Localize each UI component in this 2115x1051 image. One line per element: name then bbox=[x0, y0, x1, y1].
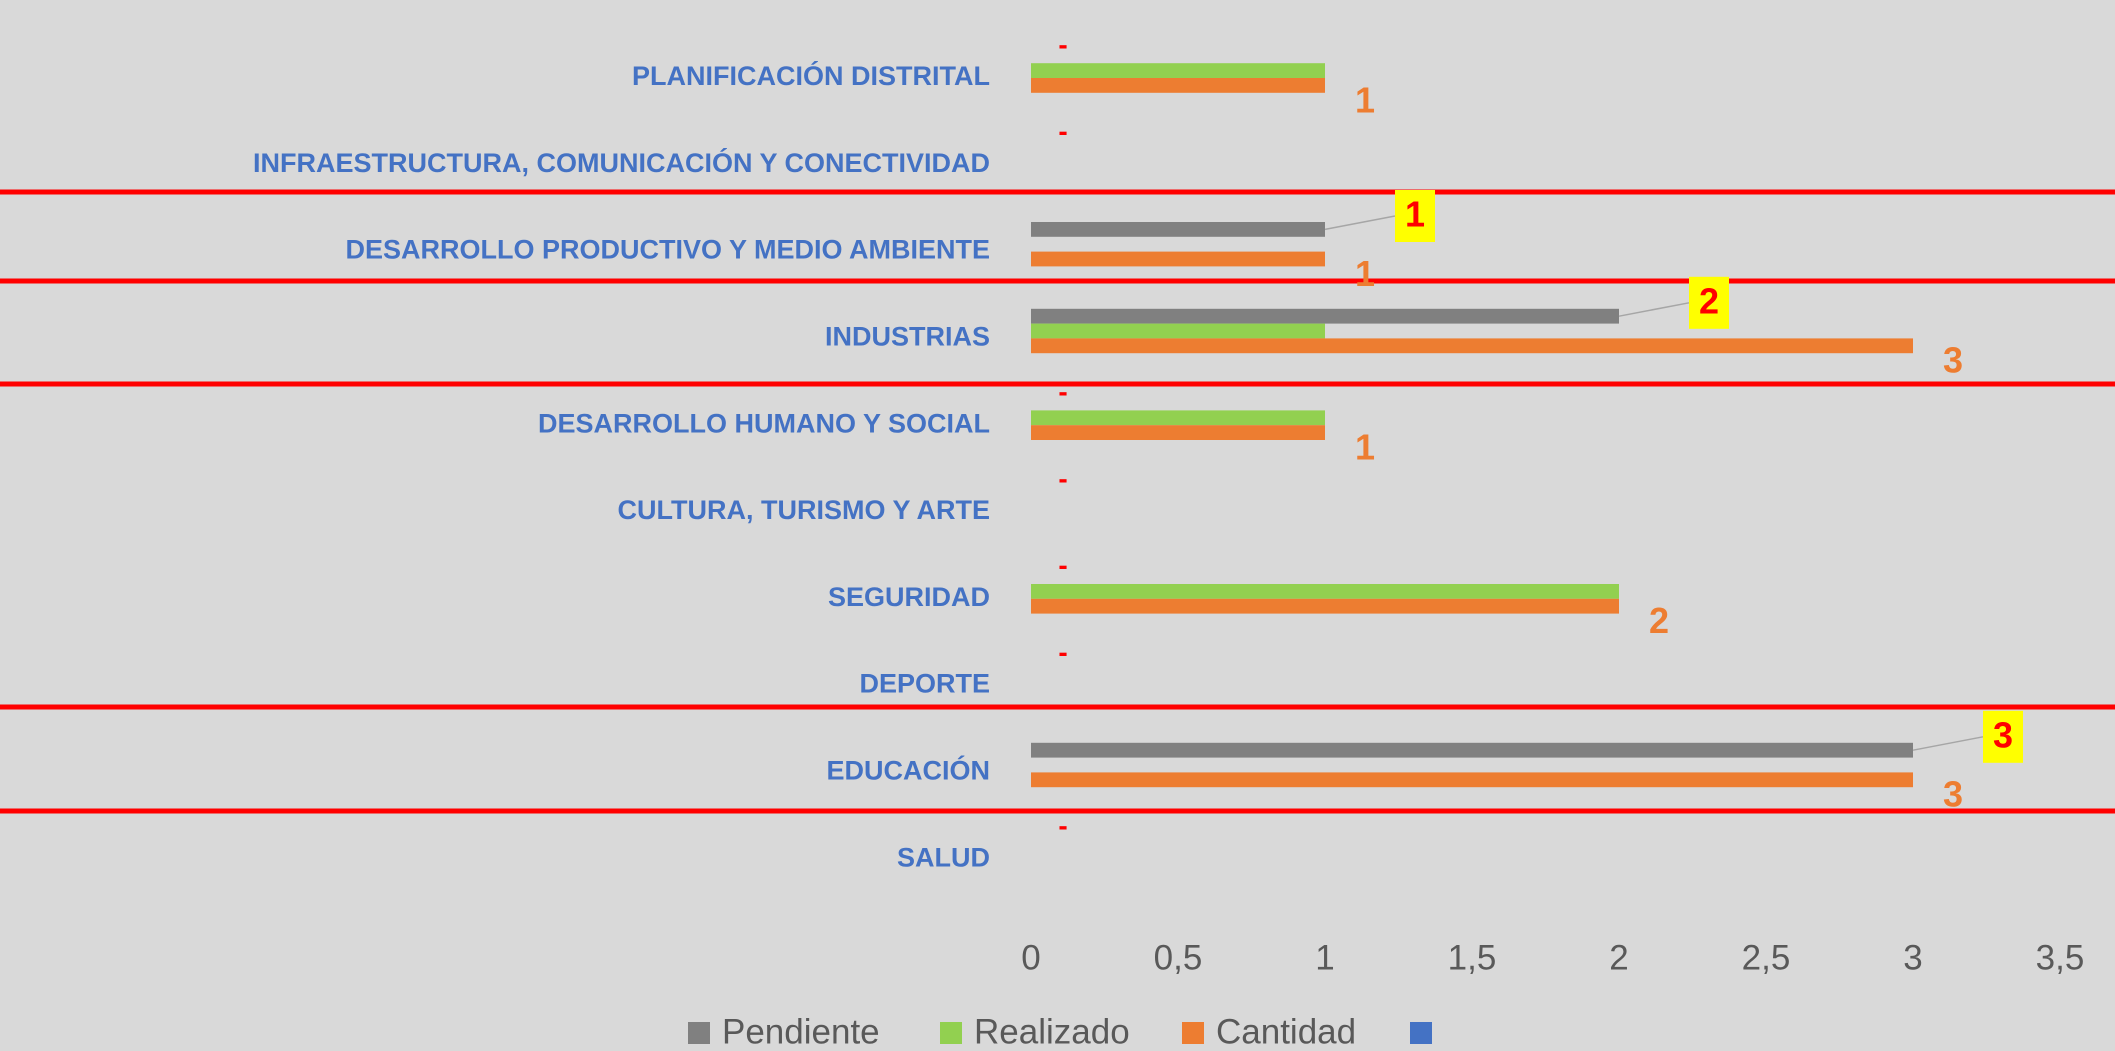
value-label: - bbox=[1058, 116, 1067, 147]
value-label: - bbox=[1058, 463, 1067, 494]
x-tick-label: 2 bbox=[1609, 938, 1628, 977]
legend-swatch bbox=[688, 1022, 710, 1044]
x-tick-label: 0 bbox=[1021, 938, 1040, 977]
value-label: - bbox=[1058, 376, 1067, 407]
bar bbox=[1031, 78, 1325, 93]
bar bbox=[1031, 323, 1325, 339]
value-label: 3 bbox=[1993, 714, 2013, 755]
category-label: INFRAESTRUCTURA, COMUNICACIÓN Y CONECTIV… bbox=[253, 147, 990, 178]
bar bbox=[1031, 772, 1913, 788]
legend-swatch bbox=[1410, 1022, 1432, 1044]
bar bbox=[1031, 338, 1913, 354]
legend-label: Pendiente bbox=[722, 1012, 880, 1051]
category-label: DEPORTE bbox=[859, 669, 990, 699]
value-label: - bbox=[1058, 29, 1067, 60]
bar bbox=[1031, 251, 1325, 267]
value-label: 1 bbox=[1355, 427, 1375, 468]
x-tick-label: 3,5 bbox=[2036, 938, 2085, 977]
bar bbox=[1031, 308, 1619, 324]
bar bbox=[1031, 222, 1325, 237]
x-tick-label: 0,5 bbox=[1154, 938, 1203, 977]
x-tick-label: 2,5 bbox=[1742, 938, 1791, 977]
value-label: 1 bbox=[1405, 194, 1425, 235]
x-tick-label: 3 bbox=[1903, 938, 1922, 977]
bar bbox=[1031, 63, 1325, 78]
category-label: DESARROLLO PRODUCTIVO Y MEDIO AMBIENTE bbox=[345, 235, 990, 265]
category-label: CULTURA, TURISMO Y ARTE bbox=[617, 495, 990, 525]
bar bbox=[1031, 598, 1619, 614]
highlight-lines bbox=[0, 189, 2115, 814]
value-label: - bbox=[1058, 810, 1067, 841]
bar bbox=[1031, 425, 1325, 440]
value-label: 2 bbox=[1649, 600, 1669, 641]
value-label: - bbox=[1058, 550, 1067, 581]
leader-line bbox=[1324, 215, 1396, 231]
legend-swatch bbox=[1182, 1022, 1204, 1044]
x-tick-label: 1 bbox=[1315, 938, 1334, 977]
legend-swatch bbox=[940, 1022, 962, 1044]
category-label: INDUSTRIAS bbox=[825, 322, 990, 352]
bar bbox=[1031, 410, 1325, 426]
category-label: EDUCACIÓN bbox=[826, 755, 990, 786]
bar bbox=[1031, 742, 1913, 758]
legend-label: Realizado bbox=[974, 1012, 1130, 1051]
label-box bbox=[1983, 710, 2023, 763]
value-label: - bbox=[1058, 636, 1067, 667]
value-label: 2 bbox=[1699, 280, 1719, 321]
leader-line bbox=[1618, 302, 1690, 317]
label-box bbox=[1395, 190, 1435, 242]
category-label: SALUD bbox=[897, 842, 990, 872]
category-label: SEGURIDAD bbox=[828, 582, 990, 612]
value-label: 3 bbox=[1943, 774, 1963, 815]
x-tick-label: 1,5 bbox=[1448, 938, 1497, 977]
legend-label: Cantidad bbox=[1216, 1012, 1356, 1051]
value-label: 1 bbox=[1355, 79, 1375, 120]
value-label: 3 bbox=[1943, 340, 1963, 381]
category-label: PLANIFICACIÓN DISTRITAL bbox=[632, 60, 990, 91]
leader-line bbox=[1912, 736, 1984, 751]
value-label: 1 bbox=[1355, 253, 1375, 294]
label-box bbox=[1689, 276, 1729, 329]
category-label: DESARROLLO HUMANO Y SOCIAL bbox=[538, 408, 990, 438]
bar bbox=[1031, 584, 1619, 599]
